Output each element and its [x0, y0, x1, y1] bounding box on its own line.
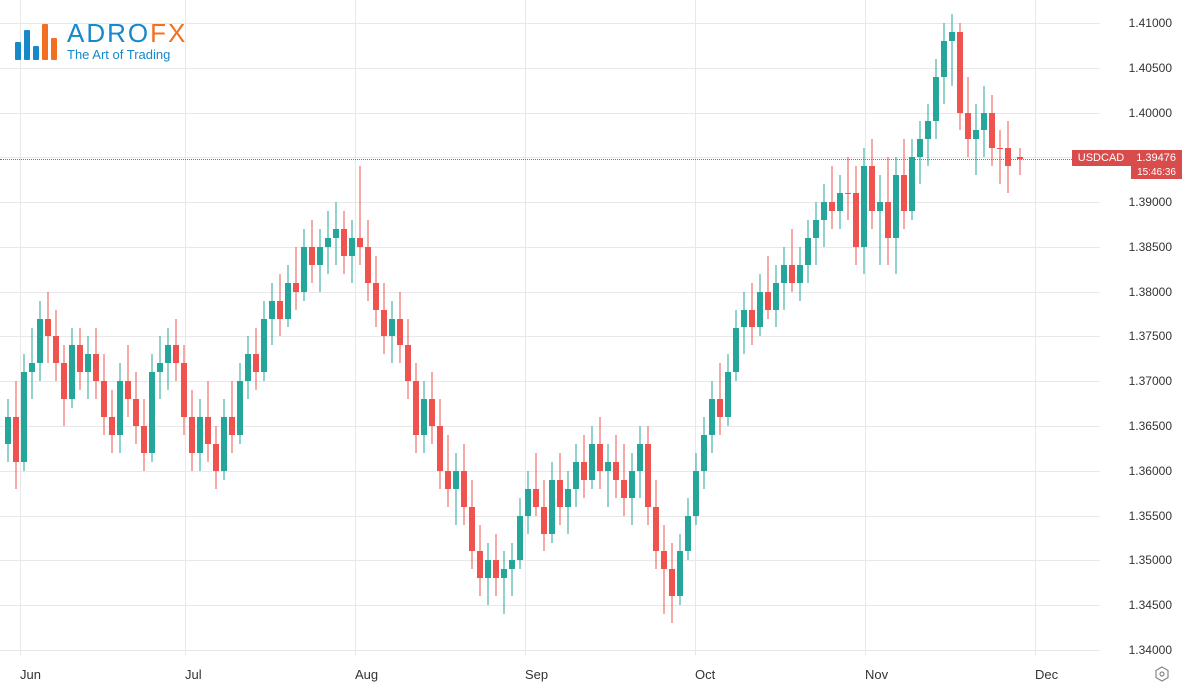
current-price-line [0, 159, 1100, 160]
grid-line [0, 247, 1100, 248]
grid-line [0, 560, 1100, 561]
x-tick-label: Nov [865, 667, 888, 682]
grid-line [1035, 0, 1036, 655]
grid-line [0, 426, 1100, 427]
candlestick-chart[interactable] [0, 0, 1100, 655]
grid-line [0, 202, 1100, 203]
badge-symbol: USDCAD [1072, 150, 1130, 166]
y-tick-label: 1.38000 [1129, 285, 1172, 299]
x-tick-label: Oct [695, 667, 715, 682]
x-tick-label: Jun [20, 667, 41, 682]
logo-brand-1: ADRO [67, 18, 150, 48]
grid-line [0, 471, 1100, 472]
x-tick-label: Aug [355, 667, 378, 682]
grid-line [525, 0, 526, 655]
grid-line [0, 292, 1100, 293]
grid-line [0, 157, 1100, 158]
grid-line [0, 336, 1100, 337]
price-badge: USDCAD 1.39476 15:46:36 [1072, 150, 1182, 179]
y-tick-label: 1.40500 [1129, 61, 1172, 75]
grid-line [185, 0, 186, 655]
grid-line [0, 605, 1100, 606]
y-tick-label: 1.37000 [1129, 374, 1172, 388]
brand-logo: ADROFX The Art of Trading [15, 18, 187, 62]
logo-bars-icon [15, 20, 57, 60]
y-tick-label: 1.36000 [1129, 464, 1172, 478]
x-tick-label: Sep [525, 667, 548, 682]
grid-line [865, 0, 866, 655]
y-tick-label: 1.34500 [1129, 598, 1172, 612]
y-axis: 1.34000 1.34500 1.35000 1.35500 1.36000 1.365… [1100, 0, 1182, 655]
y-tick-label: 1.34000 [1129, 643, 1172, 657]
y-tick-label: 1.39000 [1129, 195, 1172, 209]
y-tick-label: 1.38500 [1129, 240, 1172, 254]
badge-countdown: 15:46:36 [1131, 166, 1182, 179]
y-tick-label: 1.35500 [1129, 509, 1172, 523]
x-tick-label: Dec [1035, 667, 1058, 682]
grid-line [0, 650, 1100, 651]
grid-line [20, 0, 21, 655]
y-tick-label: 1.35000 [1129, 553, 1172, 567]
x-tick-label: Jul [185, 667, 202, 682]
x-axis: Jun Jul Aug Sep Oct Nov Dec [0, 655, 1100, 694]
y-tick-label: 1.40000 [1129, 106, 1172, 120]
grid-line [355, 0, 356, 655]
badge-price: 1.39476 [1130, 150, 1182, 166]
grid-line [0, 381, 1100, 382]
y-tick-label: 1.41000 [1129, 16, 1172, 30]
logo-tagline: The Art of Trading [67, 47, 187, 62]
settings-icon[interactable] [1154, 666, 1170, 682]
logo-brand-2: FX [150, 18, 187, 48]
y-tick-label: 1.36500 [1129, 419, 1172, 433]
y-tick-label: 1.37500 [1129, 329, 1172, 343]
grid-line [695, 0, 696, 655]
